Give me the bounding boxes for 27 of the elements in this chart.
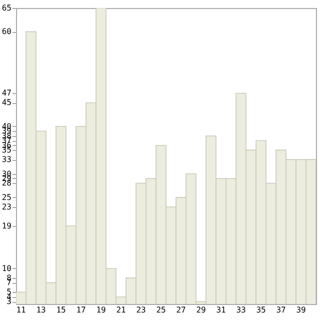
x-tick-label: 27 [176,306,186,314]
x-tick-label: 29 [196,306,206,314]
y-tick-label: 28 [2,178,12,188]
x-tick-label: 21 [116,306,126,314]
x-tick-label: 39 [296,306,306,314]
x-tick-label: 15 [56,306,66,314]
x-tick-label: 35 [256,306,266,314]
x-tick-label: 31 [216,306,226,314]
y-tick-label: 3 [6,297,12,306]
x-tick-label: 23 [136,306,146,314]
y-tick-label: 45 [2,98,12,108]
y-tick-label: 65 [2,4,12,12]
y-tick-label: 10 [2,264,12,273]
x-tick-label: 13 [36,306,46,314]
x-tick-label: 19 [96,306,106,314]
y-tick-label: 23 [2,202,12,212]
x-tick-label: 25 [156,306,166,314]
y-tick-label: 35 [2,146,12,155]
x-tick-label: 33 [236,306,246,314]
y-tick-label: 19 [2,221,12,230]
y-tick-label: 60 [2,27,12,36]
x-tick-label: 37 [276,306,286,314]
x-tick-label: 17 [76,306,86,314]
y-tick-label: 33 [2,155,12,164]
y-tick-label: 47 [2,88,12,98]
x-tick-label: 11 [16,306,26,314]
y-tick-label: 25 [2,192,12,202]
